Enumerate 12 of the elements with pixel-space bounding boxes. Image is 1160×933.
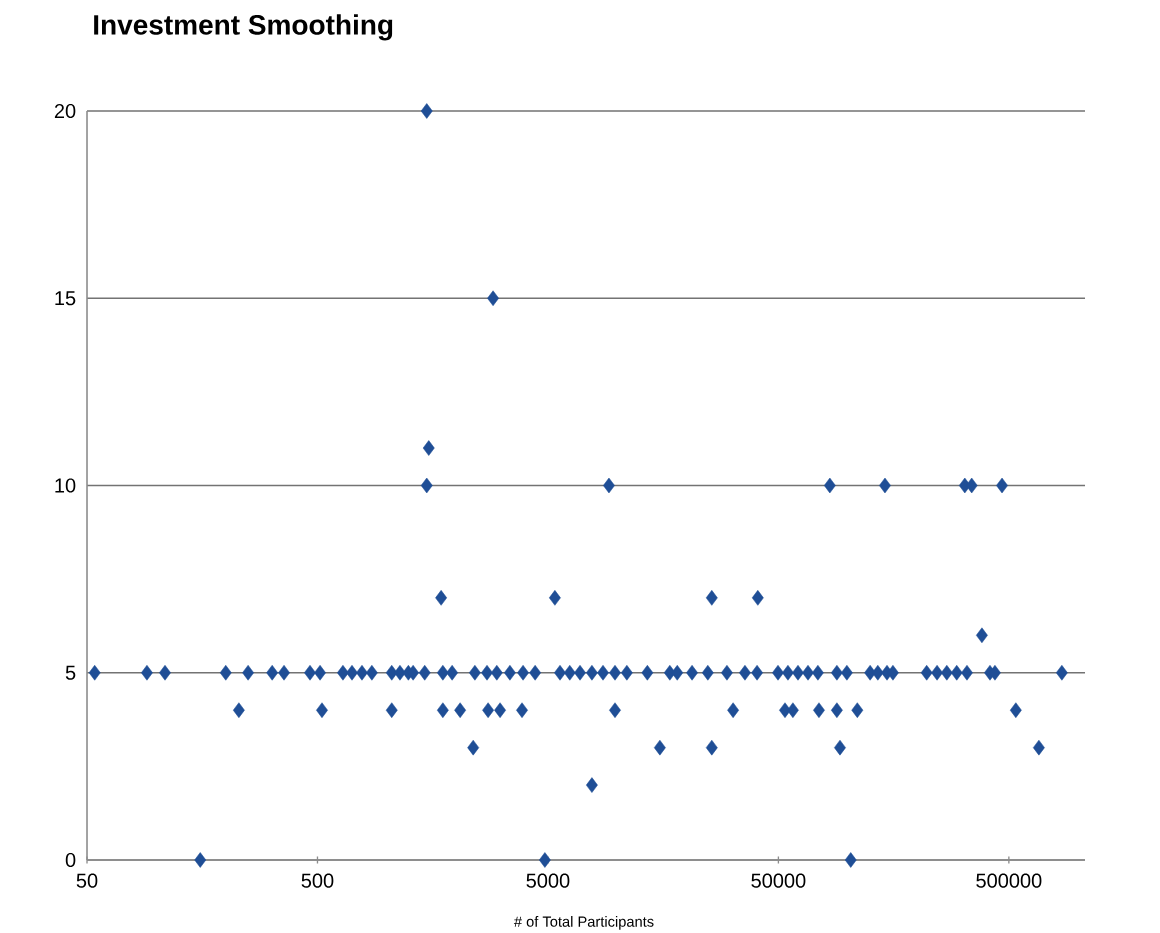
y-tick-label: 20 [54,103,76,119]
chart-title: Investment Smoothing [94,14,393,41]
x-tick-label: 500000 [976,873,1042,888]
y-tick-label: 5 [65,665,76,680]
y-tick-label: 15 [55,291,76,306]
x-axis-title: # of Total Participants [513,916,654,930]
y-tick-label: 10 [55,478,76,493]
x-tick-label: 500 [301,873,334,888]
x-tick-label: 50 [76,873,98,888]
x-tick-label: 50000 [751,873,806,888]
x-tick-label: 5000 [526,873,570,888]
y-tick-label: 0 [65,852,76,868]
